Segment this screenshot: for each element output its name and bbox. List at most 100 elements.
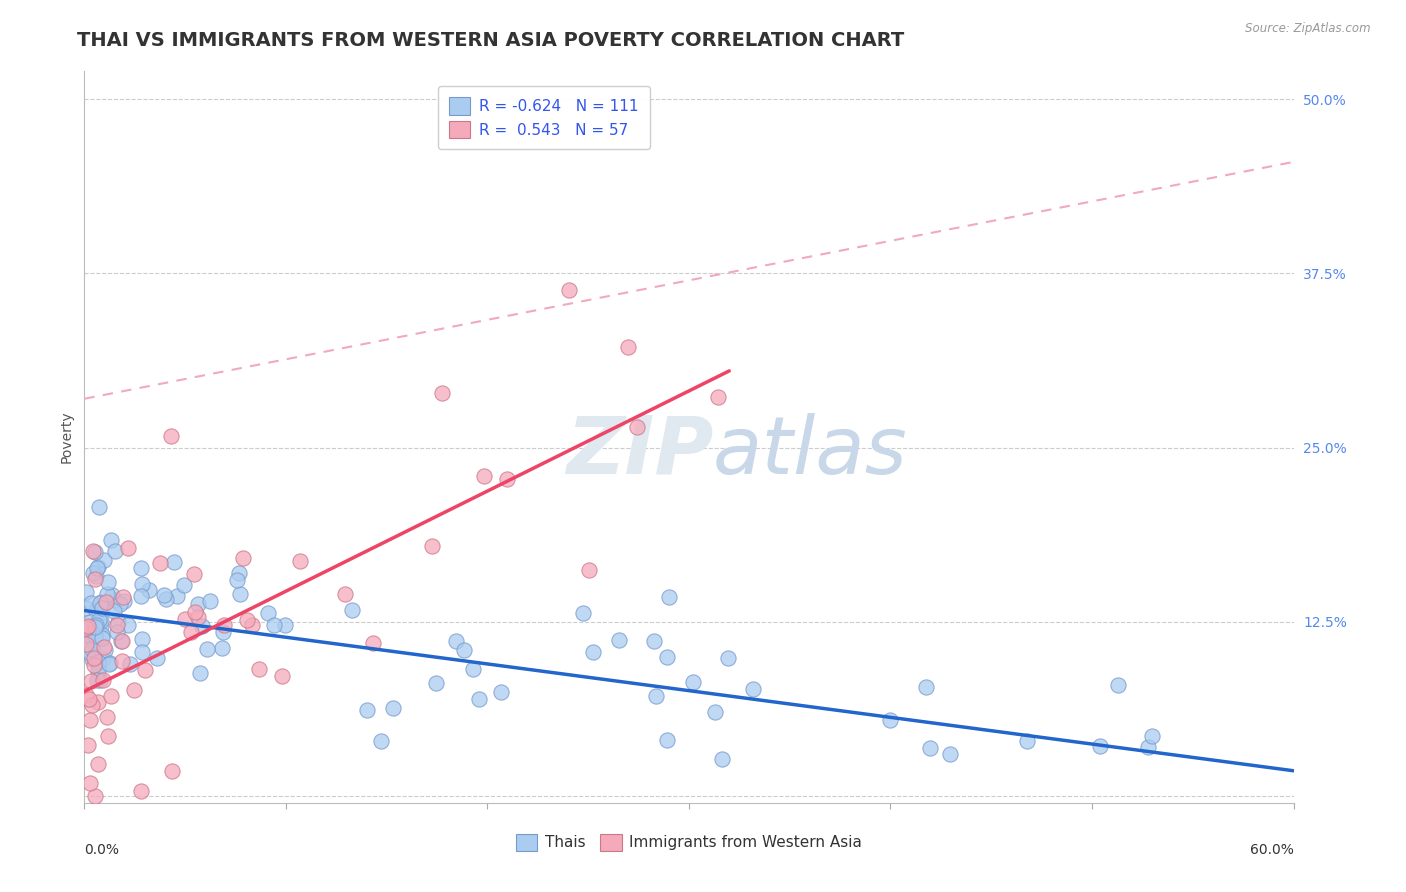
Point (89, 673, 111, 687)
Point (1017, 734, 1039, 748)
Point (180, 624, 202, 639)
Point (79, 713, 101, 727)
Point (111, 654, 134, 668)
Point (558, 283, 581, 297)
Point (77, 619, 100, 633)
Point (83, 650, 105, 665)
Point (342, 602, 364, 616)
Point (91, 652, 114, 666)
Point (381, 701, 404, 715)
Text: Source: ZipAtlas.com: Source: ZipAtlas.com (1246, 22, 1371, 36)
Point (90, 614, 112, 628)
Point (160, 764, 183, 778)
Point (75, 622, 97, 636)
Point (80, 596, 103, 610)
Point (94, 642, 117, 657)
Point (122, 683, 145, 698)
Point (87, 613, 110, 627)
Point (247, 662, 270, 676)
Point (75, 585, 97, 599)
Point (159, 429, 181, 443)
Point (96, 587, 118, 601)
Point (105, 618, 128, 632)
Point (915, 680, 938, 694)
Point (1142, 729, 1164, 743)
Point (361, 636, 384, 650)
Point (187, 609, 209, 624)
Point (163, 555, 186, 569)
Point (710, 752, 733, 766)
Point (89, 596, 111, 610)
Point (111, 590, 134, 604)
Point (183, 566, 205, 581)
Point (288, 554, 311, 568)
Point (97, 729, 120, 743)
Point (226, 574, 249, 588)
Point (82, 543, 104, 558)
Point (188, 665, 211, 680)
Point (420, 539, 443, 553)
Point (110, 634, 132, 648)
Point (89, 500, 111, 514)
Point (370, 734, 392, 748)
Point (572, 607, 595, 621)
Point (658, 590, 681, 604)
Point (84, 572, 107, 586)
Point (425, 675, 447, 690)
Text: THAI VS IMMIGRANTS FROM WESTERN ASIA POVERTY CORRELATION CHART: THAI VS IMMIGRANTS FROM WESTERN ASIA POV… (77, 31, 904, 50)
Point (174, 612, 197, 626)
Point (77, 692, 100, 706)
Point (643, 633, 665, 648)
Point (582, 645, 605, 659)
Point (228, 566, 250, 581)
Point (82, 635, 104, 649)
Point (87, 757, 110, 772)
Point (86, 673, 108, 687)
Point (496, 472, 519, 486)
Point (83, 629, 105, 643)
Point (98, 656, 121, 670)
Y-axis label: Poverty: Poverty (59, 411, 73, 463)
Point (104, 544, 127, 558)
Point (211, 640, 233, 655)
Point (274, 617, 297, 632)
Point (91, 673, 114, 687)
Point (117, 541, 139, 556)
Point (333, 587, 356, 601)
Point (75, 688, 97, 702)
Point (138, 582, 160, 597)
Point (84, 545, 107, 559)
Point (77, 738, 100, 752)
Point (80, 673, 103, 688)
Point (91, 631, 114, 645)
Point (75, 601, 97, 615)
Point (93, 640, 115, 655)
Point (90, 619, 112, 633)
Point (76, 618, 98, 632)
Point (97, 574, 120, 589)
Point (100, 689, 122, 703)
Point (97, 657, 120, 672)
Point (232, 551, 254, 566)
Point (682, 674, 704, 689)
Point (703, 705, 725, 719)
Point (84, 604, 107, 618)
Point (112, 594, 135, 608)
Point (90, 595, 112, 609)
Point (183, 605, 205, 619)
Point (86, 561, 108, 575)
Point (939, 747, 962, 762)
Point (75, 624, 97, 638)
Point (920, 740, 942, 755)
Point (79, 615, 101, 629)
Point (94, 595, 117, 609)
Point (91, 628, 114, 642)
Point (91, 600, 114, 615)
Text: atlas: atlas (713, 413, 908, 491)
Point (87, 658, 110, 673)
Point (103, 604, 125, 618)
Point (155, 592, 177, 607)
Point (489, 685, 512, 699)
Point (461, 662, 484, 676)
Point (83, 658, 105, 673)
